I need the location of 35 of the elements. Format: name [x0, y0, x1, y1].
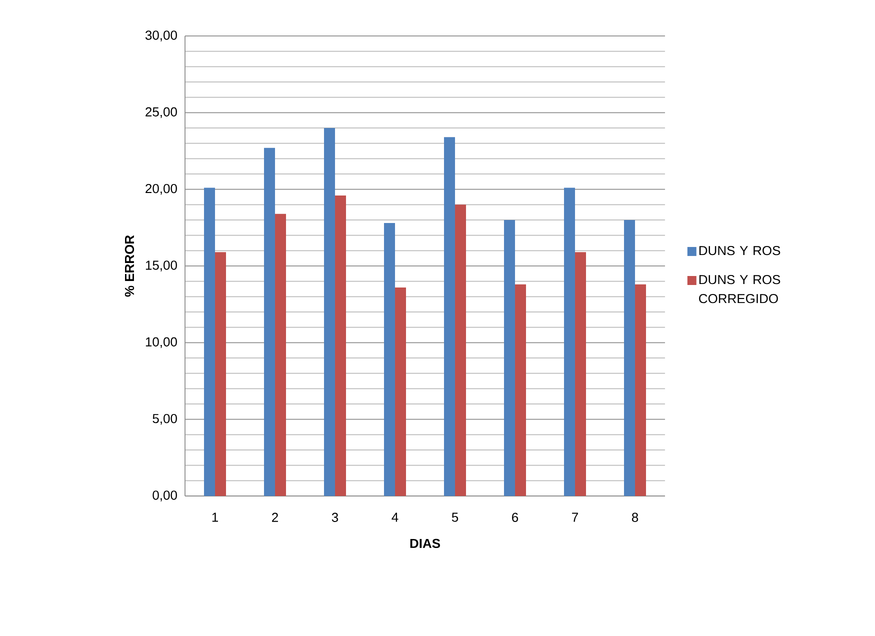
x-tick-label: 8 [632, 512, 638, 522]
bar [215, 252, 226, 496]
y-tick-label: 25,00 [146, 107, 177, 118]
y-tick-label: 30,00 [145, 30, 177, 42]
y-axis-title: % ERROR [124, 235, 134, 297]
legend-label: DUNS Y ROS [699, 246, 780, 256]
y-tick-label: 5,00 [152, 414, 177, 425]
bar [335, 195, 346, 496]
bar [395, 287, 406, 496]
bar [275, 214, 286, 496]
bar [575, 252, 586, 496]
bar [324, 128, 336, 496]
bar [515, 284, 526, 496]
bar [635, 284, 646, 496]
bar [384, 223, 396, 496]
x-tick-label: 3 [332, 512, 338, 522]
x-tick-label: 5 [452, 512, 458, 522]
y-tick-label: 0,00 [152, 490, 177, 502]
bar [444, 137, 456, 496]
y-tick-label: 20,00 [146, 184, 177, 195]
bar [624, 220, 636, 496]
x-tick-label: 1 [212, 512, 218, 522]
bar [504, 220, 516, 496]
x-tick-label: 2 [272, 512, 278, 522]
x-tick-label: 4 [392, 512, 398, 522]
y-tick-label: 15,00 [146, 260, 177, 272]
y-tick-label: 10,00 [146, 337, 177, 348]
bar [264, 148, 276, 496]
bar [564, 188, 576, 496]
legend-label: DUNS Y ROS CORREGIDO [699, 274, 780, 304]
bar [455, 204, 466, 496]
x-tick-label: 7 [572, 512, 578, 522]
bar [204, 188, 216, 496]
x-axis-title: DIAS [410, 538, 440, 548]
x-tick-label: 6 [512, 512, 518, 522]
